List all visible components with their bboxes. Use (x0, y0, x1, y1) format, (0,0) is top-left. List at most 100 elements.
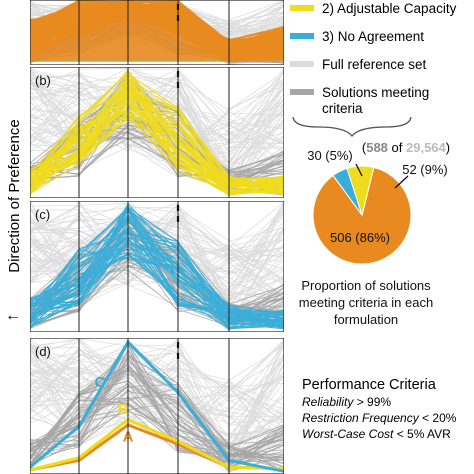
solution-line (30, 369, 284, 464)
solution-line (30, 133, 284, 182)
solution-line (30, 348, 284, 457)
solution-line (30, 338, 284, 445)
solution-line (30, 342, 284, 465)
solution-line (30, 366, 284, 432)
solution-line (30, 396, 284, 470)
solution-line (30, 363, 284, 436)
criteria-reliability: Reliability > 99% (302, 395, 391, 409)
legend-label: Full reference set (322, 57, 427, 72)
pie-label: 506 (86%) (330, 230, 390, 245)
criteria-label: Reliability (302, 395, 354, 409)
pie-caption: Proportion of solutions meeting criteria … (299, 278, 433, 327)
legend-label: Solutions meeting (322, 85, 429, 100)
legend-item: 3) No Agreement (290, 29, 424, 44)
pie-chart: 506 (86%) 30 (5%) 52 (9%) (307, 148, 448, 265)
solution-line (30, 75, 284, 165)
solution-line (30, 105, 284, 187)
pie-caption-line: meeting criteria in each (299, 295, 433, 310)
criteria-value: > 99% (353, 395, 391, 409)
y-axis-label: Direction of Preference (6, 119, 23, 272)
panel-2: (b) (30, 67, 284, 198)
solution-line (30, 363, 284, 465)
pie-leader (394, 175, 409, 189)
legend-label-cont: criteria (322, 101, 363, 116)
panel-3: (c) (30, 201, 284, 332)
series-line-B (30, 417, 284, 472)
solution-line (30, 88, 284, 193)
series-line-C (30, 339, 284, 473)
solution-line (30, 240, 284, 304)
solution-line (30, 383, 284, 469)
series-label-C: C (95, 374, 106, 391)
solution-line (30, 241, 284, 322)
solution-line (30, 218, 284, 328)
solution-line (30, 207, 284, 304)
criteria-label: Worst-Case Cost (302, 427, 394, 441)
legend-item: 2) Adjustable Capacity (290, 1, 457, 16)
y-axis-arrow: ← (5, 307, 21, 324)
solution-count: (588 of 29,564) (362, 140, 450, 155)
count-close: ) (446, 140, 450, 155)
performance-criteria: Performance Criteria Reliability > 99% R… (302, 377, 457, 441)
legend: 2) Adjustable Capacity 3) No Agreement Ful… (290, 1, 457, 116)
panel-4: ABC(d) (30, 338, 284, 474)
pie-caption-line: Proportion of solutions (301, 278, 431, 293)
solution-line (30, 248, 284, 321)
count-meeting: 588 (366, 140, 388, 155)
solution-line (30, 230, 284, 318)
solution-line (30, 385, 284, 457)
solution-line (30, 6, 284, 46)
pie-caption-line: formulation (334, 312, 398, 327)
count-open: ( (362, 140, 367, 155)
solution-line (30, 372, 284, 465)
solution-line (30, 351, 284, 400)
solution-line (30, 251, 284, 316)
panel-label: (b) (35, 73, 51, 88)
solution-line (30, 207, 284, 330)
criteria-restriction: Restriction Frequency < 20% (302, 411, 457, 425)
solution-line (30, 347, 284, 424)
panel-1 (30, 0, 284, 65)
y-axis-label-text: Direction of Preference (6, 119, 23, 272)
criteria-value: < 5% AVR (393, 427, 451, 441)
solution-line (30, 375, 284, 452)
solution-line (30, 70, 284, 159)
count-of: of (388, 140, 406, 155)
solution-line (30, 236, 284, 314)
pie-label: 30 (5%) (307, 148, 353, 163)
brace (292, 116, 412, 138)
pie-leader (355, 163, 363, 177)
pie-slice (346, 165, 375, 217)
solution-line (30, 76, 284, 185)
solution-line (30, 97, 284, 195)
solution-line (30, 256, 284, 328)
series-label-B: B (118, 401, 129, 418)
criteria-title: Performance Criteria (302, 377, 437, 393)
parallel-coordinate-panels: (b)(c)ABC(d) (30, 0, 284, 474)
solution-line (30, 385, 284, 469)
count-total: 29,564 (406, 140, 447, 155)
solution-line (30, 87, 284, 175)
panel-label: (d) (35, 344, 51, 359)
legend-item: Full reference set (290, 57, 427, 72)
criteria-worst-case: Worst-Case Cost < 5% AVR (302, 427, 451, 441)
pie-label: 52 (9%) (402, 162, 448, 177)
solution-line (30, 349, 284, 459)
highlight-fill (30, 0, 284, 62)
solution-line (30, 203, 284, 328)
solution-line (30, 341, 284, 466)
solution-line (30, 83, 284, 195)
legend-label: 2) Adjustable Capacity (322, 1, 457, 16)
criteria-label: Restriction Frequency (302, 411, 420, 425)
criteria-value: < 20% (419, 411, 457, 425)
solution-line (30, 97, 284, 196)
solution-line (30, 342, 284, 407)
solution-line (30, 98, 284, 149)
solution-line (30, 411, 284, 468)
solution-line (30, 91, 284, 188)
solution-line (30, 215, 284, 318)
solution-line (30, 13, 284, 59)
legend-label: 3) No Agreement (322, 29, 424, 44)
